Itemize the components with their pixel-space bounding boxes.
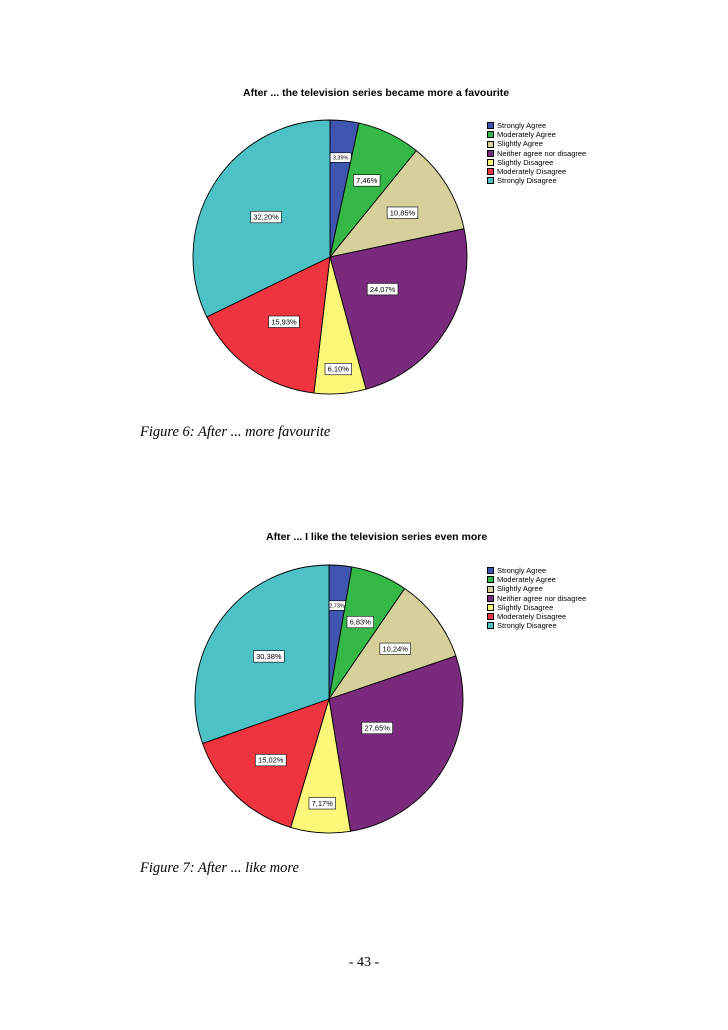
pie-value-text: 6,83% — [350, 618, 372, 627]
chart-1-title: After ... the television series became m… — [243, 87, 510, 99]
pie-value-box — [253, 650, 285, 663]
legend-item-neither-agree-nor-disagree: Neither agree nor disagree — [487, 594, 586, 603]
legend-swatch — [487, 149, 494, 157]
legend-swatch — [487, 603, 494, 611]
legend-label: Moderately Disagree — [497, 167, 567, 177]
legend-item-moderately-agree: Moderately Agree — [487, 130, 586, 139]
legend-item-moderately-agree: Moderately Agree — [487, 575, 586, 584]
legend-label: Strongly Agree — [497, 121, 547, 130]
pie-value-label-neither-agree-nor-disagree: 27,65% — [361, 721, 393, 735]
legend-label: Moderately Agree — [497, 130, 556, 140]
pie-slice-slightly-agree — [328, 149, 465, 258]
pie-value-box — [353, 174, 381, 187]
legend-item-slightly-disagree: Slightly Disagree — [487, 603, 586, 612]
pie-value-text: 3,39% — [333, 155, 349, 161]
legend-item-strongly-disagree: Strongly Disagree — [487, 621, 586, 630]
pie-value-box — [361, 721, 393, 735]
legend-item-strongly-disagree: Strongly Disagree — [487, 176, 586, 185]
legend-label: Moderately Agree — [497, 575, 556, 585]
pie-value-label-moderately-agree: 7,46% — [353, 174, 381, 187]
pie-value-text: 7,17% — [312, 799, 334, 808]
pie-value-text: 6,10% — [328, 365, 350, 374]
legend-swatch — [487, 576, 494, 584]
legend-swatch — [487, 613, 494, 621]
legend-label: Slightly Agree — [497, 139, 543, 149]
pie-value-box — [308, 797, 336, 810]
pie-value-text: 15,02% — [258, 756, 284, 765]
legend-label: Strongly Disagree — [497, 176, 557, 186]
legend-label: Strongly Disagree — [497, 621, 557, 631]
pie-value-text: 2,73% — [329, 603, 345, 609]
chart-2-pie: 2,73% 6,83% 10,24% 27,65% 7,17% 15,02% 30,38% — [194, 564, 464, 834]
chart-2-title: After ... I like the television series e… — [266, 531, 488, 543]
legend-item-slightly-agree: Slightly Agree — [487, 584, 586, 593]
legend-swatch — [487, 131, 494, 139]
pie-value-box — [250, 210, 282, 224]
chart-2-legend: Strongly Agree Moderately Agree Slightly A… — [487, 566, 586, 630]
pie-value-label-slightly-disagree: 7,17% — [308, 797, 336, 810]
legend-swatch — [487, 594, 494, 602]
pie-slice-neither-agree-nor-disagree — [328, 655, 464, 832]
figure-7-caption: Figure 7: After ... like more — [140, 860, 299, 876]
pie-value-label-strongly-disagree: 32,20% — [250, 210, 282, 224]
legend-item-slightly-disagree: Slightly Disagree — [487, 158, 586, 167]
pie-value-box — [255, 754, 287, 767]
legend-swatch — [487, 140, 494, 148]
legend-label: Moderately Disagree — [497, 612, 567, 622]
chart-1-pie: 3,39% 7,46% 10,85% 24,07% 6,10% 15,93% 32,20% — [192, 119, 468, 395]
pie-value-label-strongly-disagree: 30,38% — [253, 650, 285, 663]
pie-value-label-neither-agree-nor-disagree: 24,07% — [366, 283, 399, 296]
legend-label: Slightly Agree — [497, 584, 543, 594]
legend-item-moderately-disagree: Moderately Disagree — [487, 612, 586, 621]
pie-value-box — [386, 206, 419, 219]
pie-value-box — [346, 615, 374, 629]
legend-label: Neither agree nor disagree — [497, 593, 587, 603]
pie-value-text: 7,46% — [356, 176, 378, 185]
legend-swatch — [487, 122, 494, 130]
legend-item-slightly-agree: Slightly Agree — [487, 139, 586, 148]
pie-value-label-slightly-agree: 10,85% — [386, 206, 419, 219]
legend-label: Neither agree nor disagree — [497, 148, 587, 158]
legend-swatch — [487, 567, 494, 575]
pie-value-label-moderately-disagree: 15,02% — [255, 754, 287, 767]
pie-value-box — [366, 283, 399, 296]
page-number: - 43 - — [348, 955, 380, 970]
legend-label: Slightly Disagree — [497, 157, 554, 167]
pie-value-text: 10,24% — [382, 644, 408, 653]
legend-swatch — [487, 158, 494, 166]
legend-item-strongly-agree: Strongly Agree — [487, 566, 586, 575]
pie-value-label-slightly-disagree: 6,10% — [324, 362, 352, 376]
pie-value-text: 30,38% — [256, 652, 282, 661]
pie-value-text: 32,20% — [253, 213, 279, 222]
pie-value-text: 27,65% — [365, 724, 391, 733]
legend-item-strongly-agree: Strongly Agree — [487, 121, 586, 130]
legend-label: Strongly Agree — [497, 566, 547, 575]
legend-item-moderately-disagree: Moderately Disagree — [487, 167, 586, 176]
legend-swatch — [487, 622, 494, 630]
legend-item-neither-agree-nor-disagree: Neither agree nor disagree — [487, 149, 586, 158]
pie-value-label-slightly-agree: 10,24% — [379, 642, 411, 655]
pie-value-label-moderately-agree: 6,83% — [346, 615, 374, 629]
chart-1-legend: Strongly Agree Moderately Agree Slightly A… — [487, 121, 586, 185]
pie-value-text: 24,07% — [370, 285, 396, 294]
legend-swatch — [487, 585, 494, 593]
pie-slice-neither-agree-nor-disagree — [329, 228, 468, 390]
pie-value-box — [268, 315, 300, 328]
pie-value-label-strongly-agree: 3,39% — [329, 152, 352, 163]
pie-value-box — [379, 642, 411, 655]
pie-value-text: 15,93% — [271, 317, 297, 326]
legend-label: Slightly Disagree — [497, 602, 554, 612]
legend-swatch — [487, 177, 494, 185]
pie-value-label-moderately-disagree: 15,93% — [268, 315, 300, 328]
pie-value-text: 10,85% — [390, 208, 416, 217]
figure-6-caption: Figure 6: After ... more favourite — [140, 424, 331, 440]
legend-swatch — [487, 168, 494, 176]
pie-value-box — [324, 362, 352, 376]
